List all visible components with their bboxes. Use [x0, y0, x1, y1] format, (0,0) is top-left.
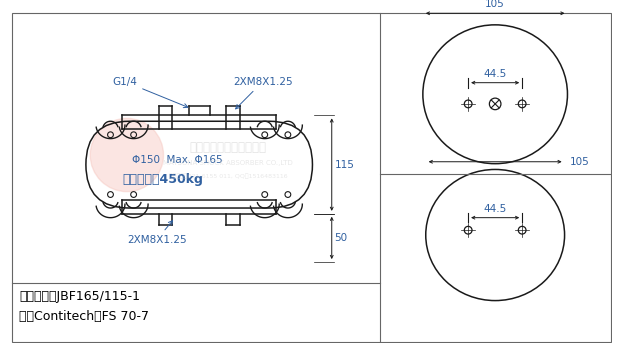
Text: 105: 105 [485, 0, 505, 9]
Text: 2XM8X1.25: 2XM8X1.25 [127, 221, 186, 245]
Text: Φ150  Max. Φ165: Φ150 Max. Φ165 [131, 155, 222, 165]
Text: 115: 115 [335, 159, 354, 170]
Text: 2XM8X1.25: 2XM8X1.25 [233, 76, 293, 109]
Text: 对应Contitech：FS 70-7: 对应Contitech：FS 70-7 [19, 309, 149, 322]
Text: 50: 50 [335, 233, 348, 243]
Text: G1/4: G1/4 [112, 76, 188, 108]
Circle shape [90, 118, 163, 192]
Text: 联系电话：021-6155 011, QQ：1516483116: 联系电话：021-6155 011, QQ：1516483116 [169, 174, 287, 179]
Text: 上海松夏减震器有限公司: 上海松夏减震器有限公司 [189, 141, 267, 154]
Text: MATSONA SHOCK ABSORBER CO.,LTD: MATSONA SHOCK ABSORBER CO.,LTD [163, 160, 293, 166]
Text: 44.5: 44.5 [483, 204, 506, 214]
Text: 44.5: 44.5 [483, 69, 506, 79]
Text: 产品型号：JBF165/115-1: 产品型号：JBF165/115-1 [19, 290, 140, 303]
Text: 105: 105 [569, 157, 589, 167]
Text: 最大承载：450kg: 最大承载：450kg [122, 173, 203, 186]
